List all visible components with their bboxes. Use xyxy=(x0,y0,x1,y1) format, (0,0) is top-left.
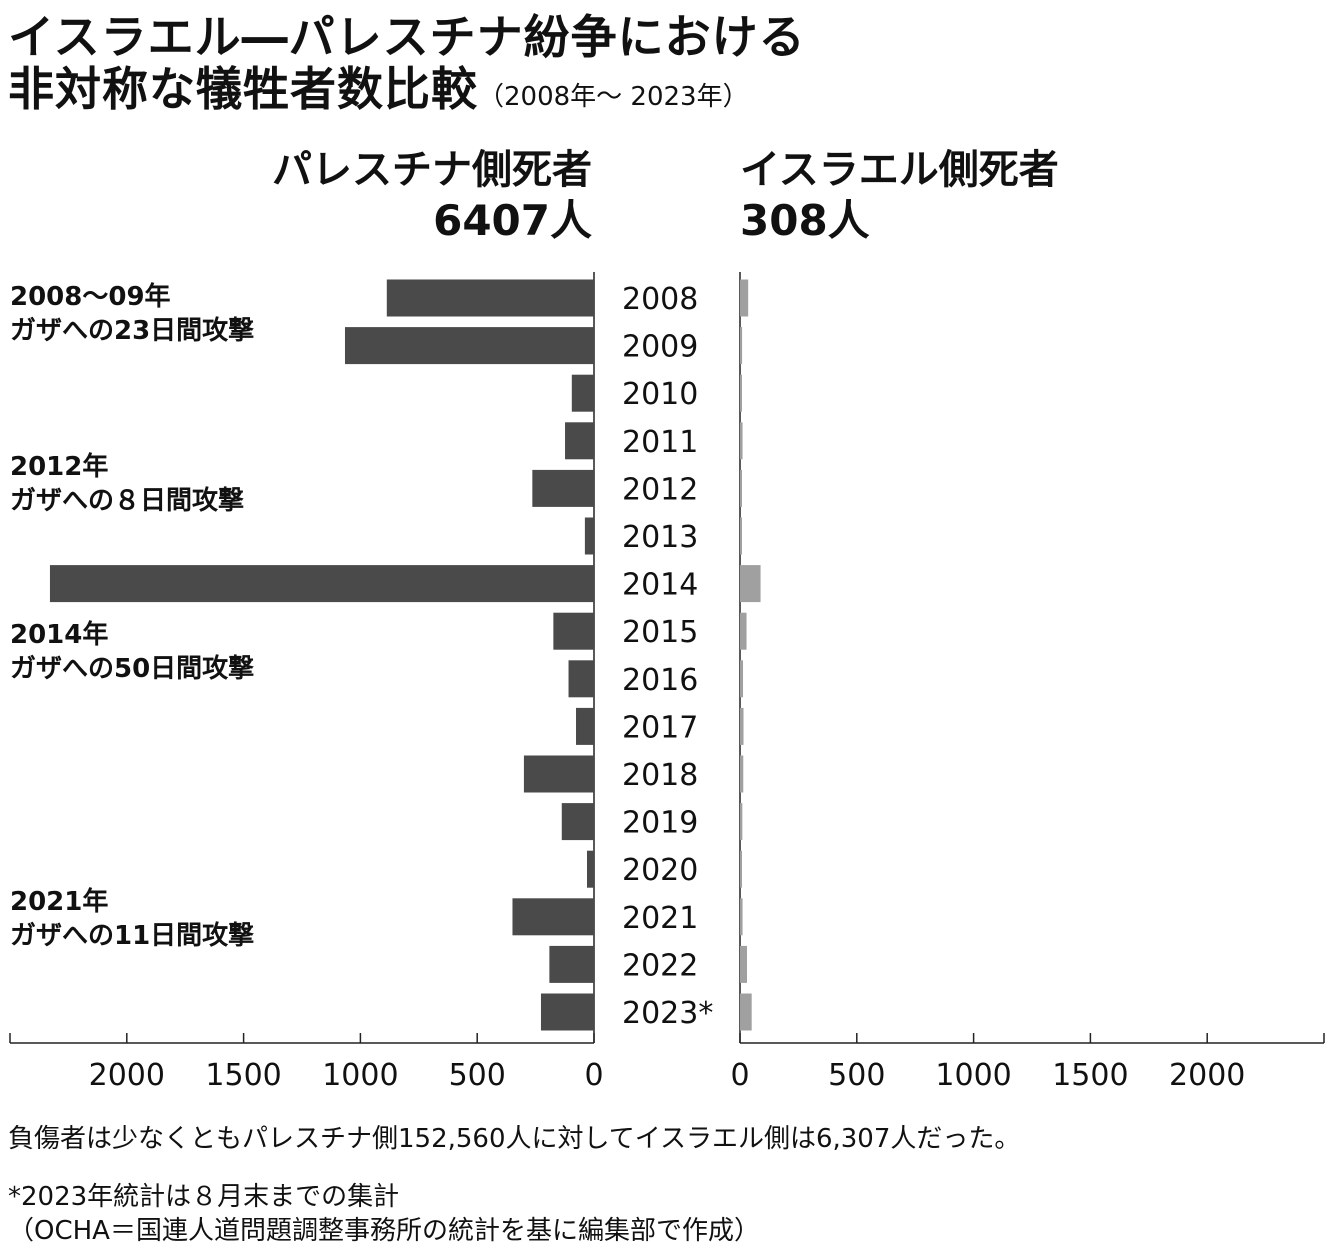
chart-title-main: 非対称な犠牲者数比較 xyxy=(8,62,478,116)
palestine-bar xyxy=(540,993,594,1031)
annotation-desc: ガザへの11日間攻撃 xyxy=(10,921,255,951)
israel-bar xyxy=(740,279,749,317)
palestine-bar xyxy=(584,517,594,555)
year-label: 2022 xyxy=(622,948,698,983)
palestine-x-tick-label: 1000 xyxy=(322,1058,398,1093)
palestine-bar xyxy=(344,327,594,365)
year-label: 2009 xyxy=(622,330,698,365)
israel-bar xyxy=(740,517,742,555)
israel-x-tick-label: 500 xyxy=(828,1058,885,1093)
palestine-bar xyxy=(512,898,594,936)
israel-bar xyxy=(740,612,747,650)
palestine-bar xyxy=(49,565,594,603)
palestine-bar xyxy=(523,755,594,793)
year-label: 2017 xyxy=(622,710,698,745)
palestine-bar xyxy=(561,803,594,841)
year-label: 2016 xyxy=(622,663,698,698)
year-label: 2021 xyxy=(622,901,698,936)
injury-note: 負傷者は少なくともパレスチナ側152,560人に対してイスラエル側は6,307人… xyxy=(8,1124,1021,1154)
year-label: 2015 xyxy=(622,615,698,650)
palestine-bar xyxy=(571,374,594,412)
israel-x-tick-label: 2000 xyxy=(1169,1058,1245,1093)
year-label: 2023* xyxy=(622,996,713,1031)
israel-bar xyxy=(740,469,742,507)
annotation-2014: 2014年 ガザへの50日間攻撃 xyxy=(10,618,254,686)
israel-panel-title: イスラエル側死者 xyxy=(740,147,1059,193)
casualty-chart: 0 0 500 500 1000 1000 1500 1500 2000 2000 2008 2009… xyxy=(9,272,1325,1093)
annotation-year: 2021年 xyxy=(10,887,109,917)
palestine-total: 6407人 xyxy=(433,196,592,245)
palestine-x-tick-label: 500 xyxy=(449,1058,506,1093)
israel-x-tick-label: 1500 xyxy=(1052,1058,1128,1093)
palestine-bar xyxy=(549,945,594,983)
palestine-x-tick-label: 1500 xyxy=(205,1058,281,1093)
israel-total: 308人 xyxy=(740,196,870,245)
source-note: （OCHA＝国連人道問題調整事務所の統計を基に編集部で作成） xyxy=(8,1216,760,1246)
year-label: 2011 xyxy=(622,425,698,460)
year-label: 2020 xyxy=(622,853,698,888)
annotation-year: 2014年 xyxy=(10,620,109,650)
year-label: 2014 xyxy=(622,568,698,603)
palestine-panel-title: パレスチナ側死者 xyxy=(272,147,592,193)
israel-bar xyxy=(740,993,752,1031)
palestine-bar xyxy=(586,850,594,888)
annotation-desc: ガザへの８日間攻撃 xyxy=(10,486,245,516)
chart-title-line1: イスラエル―パレスチナ紛争における xyxy=(8,10,806,64)
year-label: 2013 xyxy=(622,520,698,555)
israel-bar xyxy=(740,803,743,841)
footnote: *2023年統計は８月末までの集計 xyxy=(8,1182,400,1212)
israel-bar xyxy=(740,374,742,412)
israel-bar xyxy=(740,898,743,936)
year-label: 2012 xyxy=(622,472,698,507)
israel-bar xyxy=(740,660,744,698)
chart-subtitle: （2008年～ 2023年） xyxy=(478,82,749,112)
palestine-x-tick-label: 2000 xyxy=(89,1058,165,1093)
annotation-desc: ガザへの23日間攻撃 xyxy=(10,316,255,346)
year-label: 2018 xyxy=(622,758,698,793)
palestine-bar xyxy=(568,660,594,698)
annotation-2012: 2012年 ガザへの８日間攻撃 xyxy=(10,450,244,518)
palestine-bar xyxy=(553,612,594,650)
annotation-2021: 2021年 ガザへの11日間攻撃 xyxy=(10,885,254,953)
israel-bar xyxy=(740,945,748,983)
israel-x-tick-label: 1000 xyxy=(935,1058,1011,1093)
year-label: 2010 xyxy=(622,377,698,412)
palestine-bar xyxy=(565,422,594,460)
palestine-x-tick-label: 0 xyxy=(584,1058,603,1093)
year-label: 2019 xyxy=(622,806,698,841)
chart-title-line2: 非対称な犠牲者数比較（2008年～ 2023年） xyxy=(8,66,749,112)
israel-bar xyxy=(740,850,742,888)
israel-bar xyxy=(740,565,761,603)
palestine-bar xyxy=(532,469,594,507)
israel-bar xyxy=(740,755,744,793)
palestine-bar xyxy=(576,707,594,745)
annotation-2008: 2008～09年 ガザへの23日間攻撃 xyxy=(10,280,254,348)
palestine-bar xyxy=(386,279,594,317)
annotation-year: 2008～09年 xyxy=(10,282,171,312)
israel-bar xyxy=(740,707,744,745)
year-label: 2008 xyxy=(622,282,698,317)
israel-x-tick-label: 0 xyxy=(730,1058,749,1093)
israel-bar xyxy=(740,422,743,460)
annotation-desc: ガザへの50日間攻撃 xyxy=(10,654,255,684)
israel-bar xyxy=(740,327,743,365)
annotation-year: 2012年 xyxy=(10,452,109,482)
